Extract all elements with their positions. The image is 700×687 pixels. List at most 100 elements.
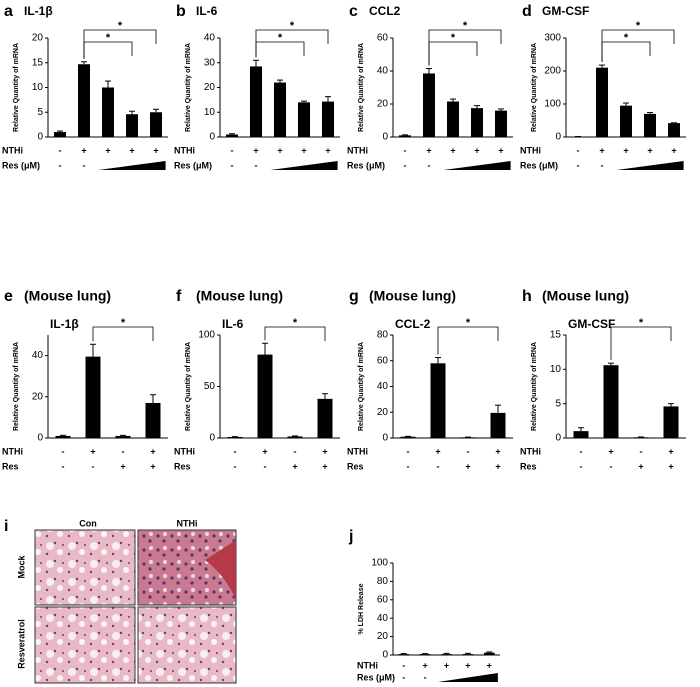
condition-sign: + [599, 145, 604, 155]
condition-label: NTHi [174, 145, 195, 155]
bar [55, 435, 71, 438]
condition-sign: + [301, 145, 306, 155]
condition-sign: + [465, 461, 470, 471]
condition-sign: + [444, 660, 449, 670]
dose-wedge [98, 161, 166, 170]
significance-label: * [463, 20, 468, 32]
chart-title: IL-1β [50, 317, 79, 331]
subtitle: (Mouse lung) [196, 288, 283, 304]
y-axis-label: Relative Quantity of mRNA [13, 43, 20, 132]
significance-bracket [255, 29, 329, 58]
condition-sign: - [59, 145, 62, 155]
chart-title: IL-6 [222, 317, 244, 331]
bar [668, 123, 680, 137]
condition-sign: - [424, 672, 427, 682]
bar [603, 365, 619, 438]
y-tick-label: 100 [544, 99, 561, 110]
condition-sign: - [92, 461, 95, 471]
dose-wedge [616, 161, 684, 170]
condition-sign: + [498, 145, 503, 155]
condition-sign: - [231, 145, 234, 155]
y-tick-label: 5 [37, 107, 43, 118]
condition-sign: - [234, 461, 237, 471]
condition-sign: + [129, 145, 134, 155]
condition-sign: + [465, 660, 470, 670]
significance-bracket [92, 326, 154, 342]
condition-sign: + [90, 446, 95, 456]
chart-title: GM-CSF [568, 317, 615, 331]
y-tick-label: 20 [204, 82, 216, 93]
condition-sign: + [422, 660, 427, 670]
significance-label: * [293, 317, 298, 329]
y-tick-label: 0 [555, 433, 561, 444]
y-tick-label: 60 [377, 33, 389, 44]
row-label: Mock [16, 555, 26, 579]
panel-letter: j [348, 528, 353, 545]
y-tick-label: 0 [382, 650, 388, 661]
bar [400, 436, 416, 438]
y-axis-label: Relative Quantity of mRNA [531, 43, 538, 132]
condition-label: NTHi [520, 145, 541, 155]
condition-sign: + [638, 461, 643, 471]
condition-sign: - [640, 446, 643, 456]
condition-label: NTHi [347, 145, 368, 155]
y-tick-label: 40 [204, 33, 216, 44]
y-tick-label: 200 [544, 66, 561, 77]
y-tick-label: 60 [377, 594, 389, 605]
y-tick-label: 80 [377, 576, 389, 587]
condition-sign: - [402, 672, 405, 682]
y-tick-label: 40 [32, 350, 44, 361]
y-tick-label: 50 [204, 381, 216, 392]
significance-bracket [437, 326, 499, 355]
significance-label: * [639, 317, 644, 329]
condition-sign: + [150, 446, 155, 456]
condition-sign: - [122, 446, 125, 456]
condition-sign: + [435, 446, 440, 456]
chart-title: CCL2 [369, 4, 401, 18]
bar [257, 354, 273, 438]
bar [287, 436, 303, 438]
y-tick-label: 0 [37, 132, 43, 143]
bar [441, 654, 452, 655]
condition-label: Res (μM) [357, 672, 395, 682]
panel-letter: i [4, 518, 8, 535]
panel-letter: a [4, 3, 13, 20]
y-tick-label: 20 [377, 631, 389, 642]
condition-label: Res (μM) [174, 160, 212, 170]
significance-label: * [624, 32, 629, 44]
bar [663, 406, 679, 438]
bar [633, 437, 649, 438]
y-tick-label: 10 [204, 107, 216, 118]
condition-sign: - [437, 461, 440, 471]
bar [447, 101, 459, 137]
y-tick-label: 0 [209, 132, 215, 143]
significance-bracket [264, 326, 326, 341]
condition-sign: - [580, 446, 583, 456]
bar [115, 435, 131, 438]
bar [399, 135, 411, 137]
condition-sign: - [59, 160, 62, 170]
significance-label: * [118, 20, 123, 32]
micrograph [34, 606, 136, 684]
condition-sign: + [495, 446, 500, 456]
y-tick-label: 40 [377, 613, 389, 624]
y-tick-label: 40 [377, 66, 389, 77]
y-axis-label: Relative Quantity of mRNA [358, 342, 365, 431]
condition-sign: + [325, 145, 330, 155]
condition-sign: + [277, 145, 282, 155]
condition-sign: + [487, 660, 492, 670]
bar [102, 87, 114, 137]
bar [430, 363, 446, 438]
condition-label: NTHi [2, 145, 23, 155]
condition-label: NTHi [2, 446, 23, 456]
condition-sign: + [322, 461, 327, 471]
panel-letter: f [176, 288, 182, 305]
condition-sign: + [495, 461, 500, 471]
condition-sign: - [62, 446, 65, 456]
condition-sign: + [647, 145, 652, 155]
condition-sign: - [83, 160, 86, 170]
condition-label: Res [347, 461, 364, 471]
condition-label: Res [174, 461, 191, 471]
subtitle: (Mouse lung) [542, 288, 629, 304]
condition-sign: + [608, 446, 613, 456]
